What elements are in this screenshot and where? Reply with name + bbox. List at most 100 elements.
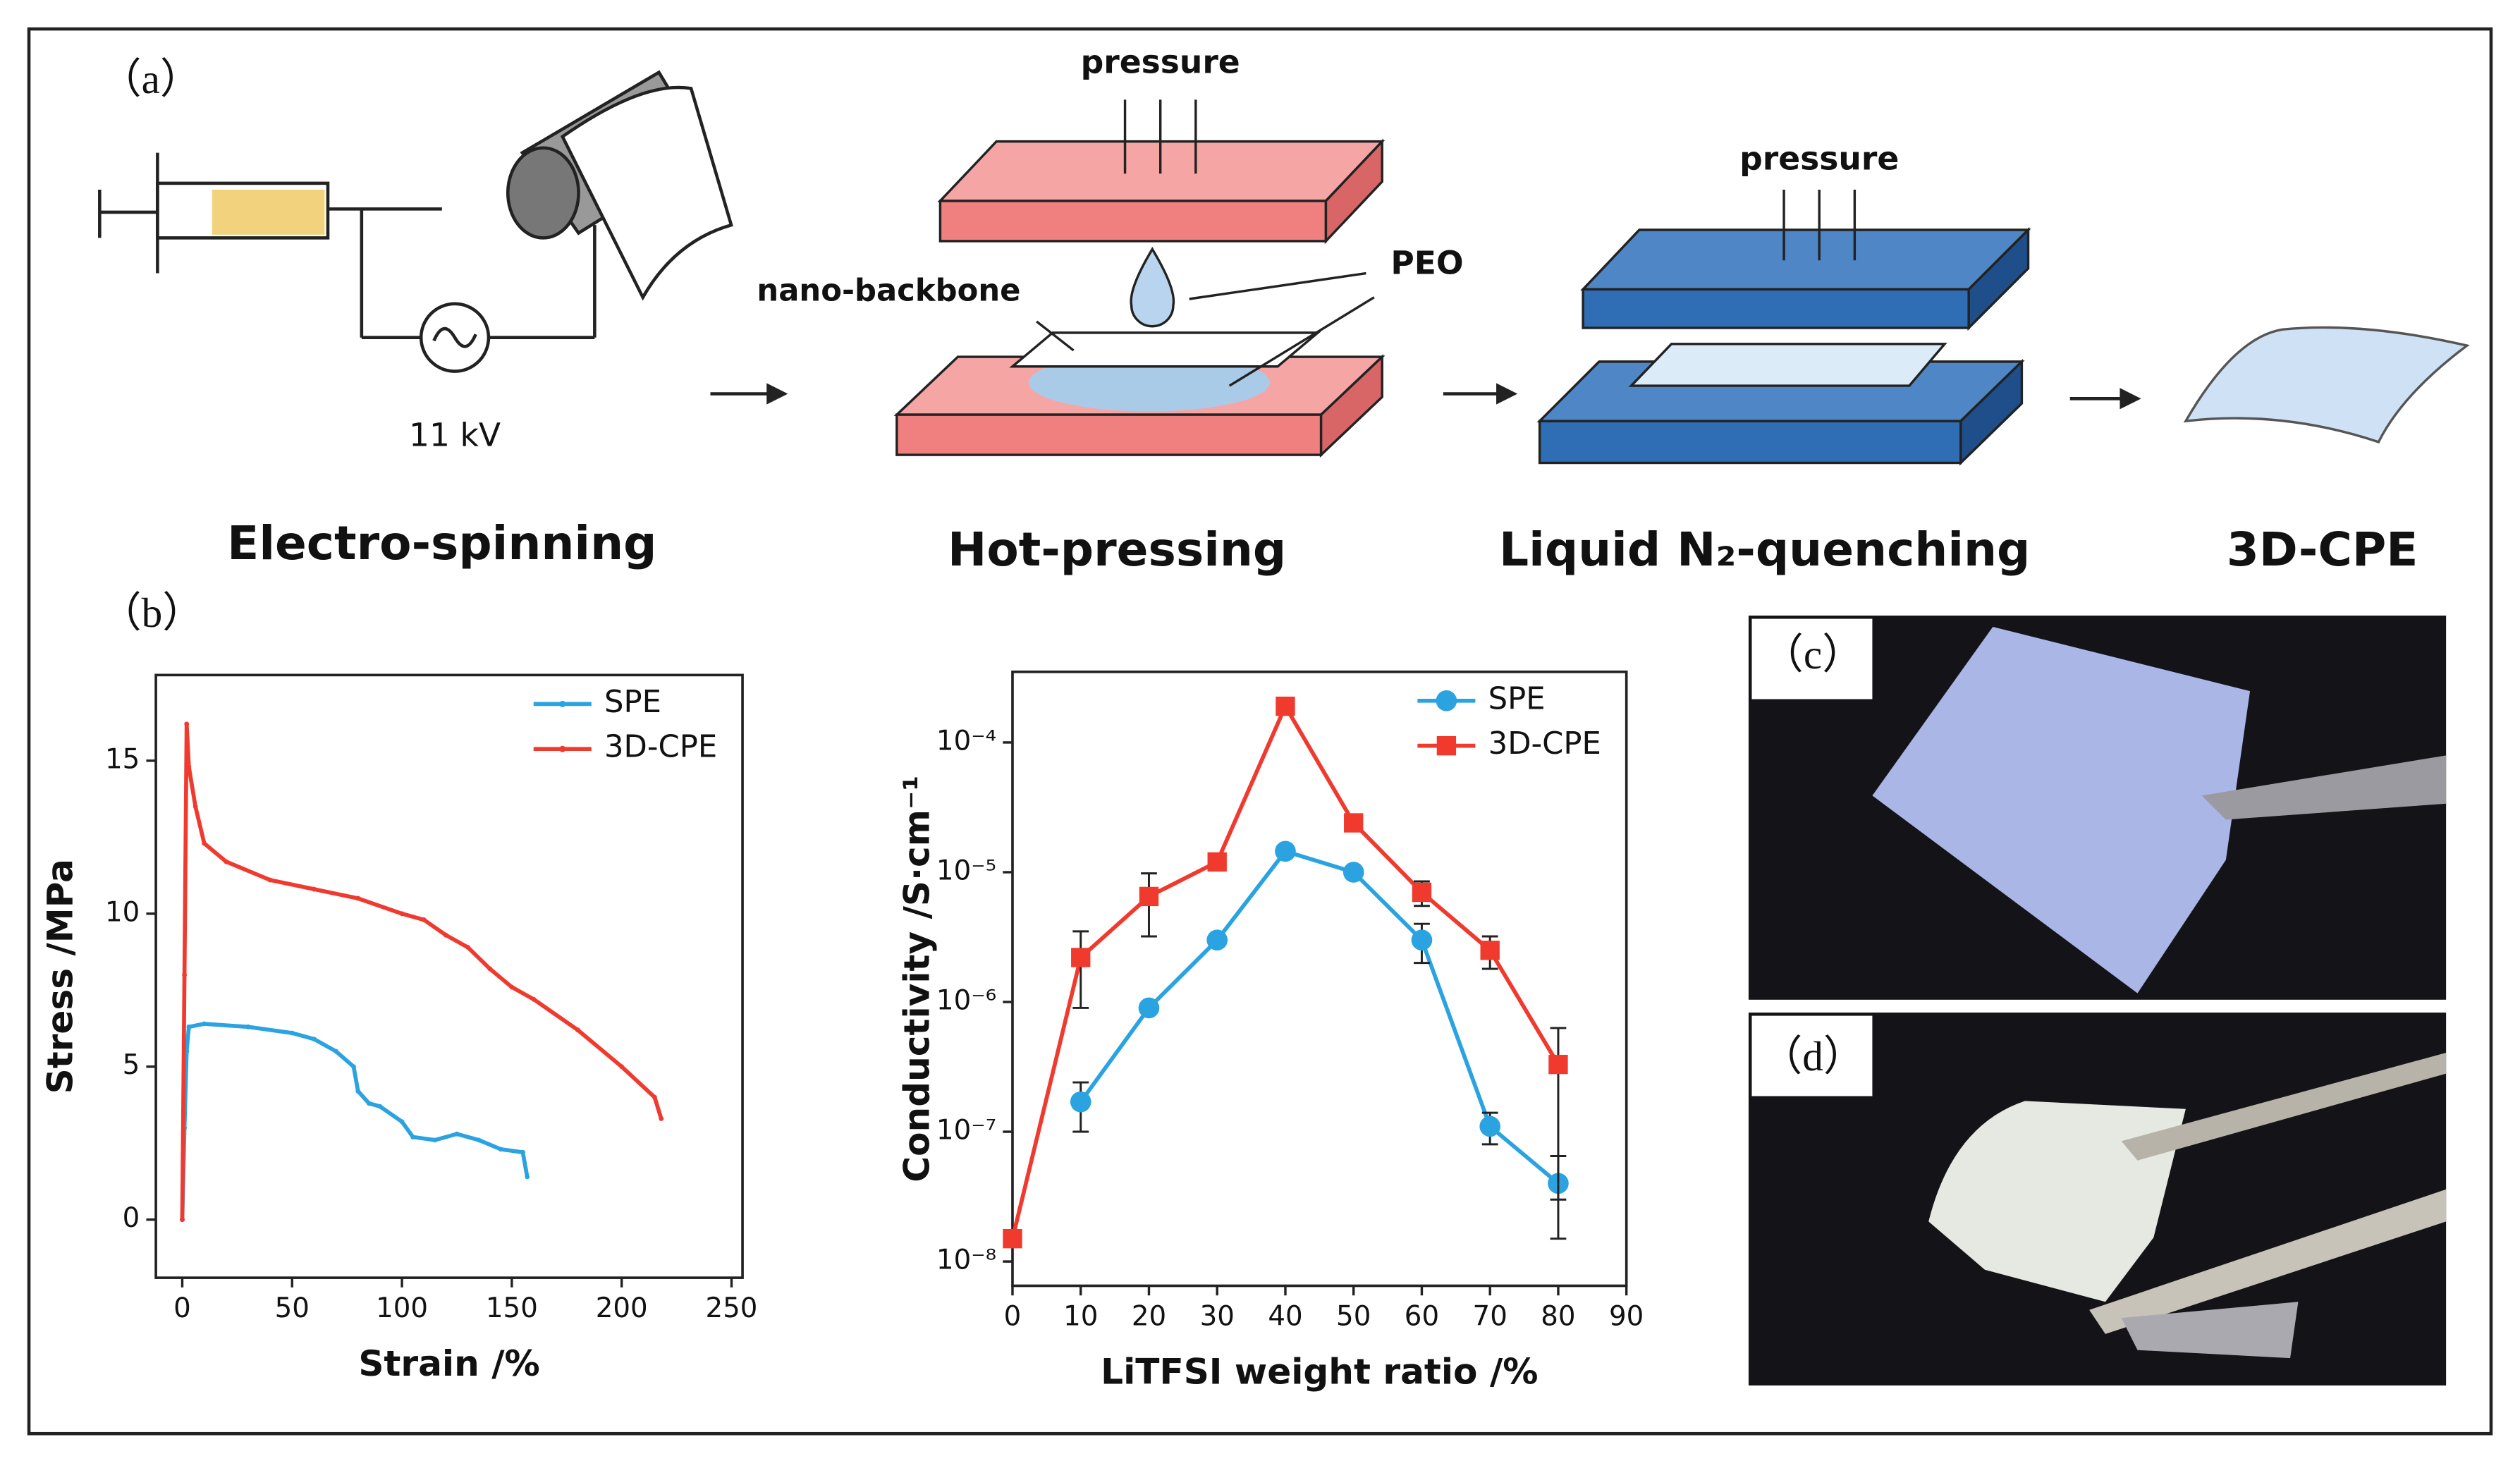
- data-point: [421, 917, 427, 922]
- data-point: [366, 1101, 372, 1106]
- data-point: [410, 1135, 416, 1139]
- data-point: [334, 1049, 339, 1054]
- frame: [27, 27, 2493, 1436]
- series-line: [180, 1022, 530, 1220]
- legend-marker: [1436, 735, 1457, 756]
- nano-backbone-label: nano-backbone: [757, 273, 1020, 308]
- data-point: [454, 1131, 460, 1137]
- x-tick-label: 100: [376, 1292, 428, 1324]
- data-point: [520, 1149, 525, 1155]
- data-point: [312, 1037, 317, 1042]
- data-point: [1003, 1228, 1022, 1249]
- pressure-label: pressure: [1739, 140, 1899, 177]
- x-tick-label: 150: [486, 1292, 538, 1324]
- y-tick-label: 5: [123, 1049, 140, 1081]
- arrows: [710, 383, 2141, 410]
- photo-c: （c）: [1748, 616, 2447, 1000]
- data-point: [289, 1030, 295, 1036]
- series-line: [180, 723, 663, 1220]
- x-tick-label: 80: [1541, 1301, 1575, 1333]
- x-tick-label: 50: [1336, 1301, 1371, 1333]
- data-point: [1276, 696, 1295, 716]
- data-point: [399, 1119, 405, 1125]
- x-axis-label: LiTFSI weight ratio /%: [1101, 1350, 1538, 1392]
- x-tick-label: 200: [596, 1292, 648, 1324]
- x-tick-label: 90: [1609, 1301, 1644, 1333]
- data-point: [509, 984, 515, 990]
- data-point: [1548, 1054, 1568, 1075]
- data-point: [1070, 1091, 1091, 1113]
- y-tick-label: 15: [105, 743, 140, 775]
- data-point: [192, 804, 198, 809]
- data-point: [443, 932, 448, 938]
- pressure-label: pressure: [1081, 44, 1240, 81]
- stage-label: Hot-pressing: [948, 522, 1286, 577]
- peo-label: PEO: [1390, 245, 1463, 282]
- data-point: [355, 895, 361, 901]
- data-point: [1139, 886, 1159, 907]
- data-point: [224, 859, 229, 864]
- data-point: [531, 996, 537, 1002]
- legend-marker: [559, 700, 566, 707]
- data-point: [245, 1024, 251, 1029]
- data-point: [1138, 997, 1160, 1019]
- data-point: [1207, 852, 1227, 872]
- x-tick-label: 0: [173, 1292, 191, 1324]
- data-point: [182, 972, 188, 977]
- data-point: [476, 1137, 482, 1143]
- data-point: [1344, 813, 1364, 833]
- photo-d: （d）: [1748, 1013, 2447, 1386]
- data-point: [575, 1027, 580, 1033]
- stage-label: Electro-spinning: [227, 516, 656, 570]
- data-point: [1342, 862, 1364, 883]
- data-point: [659, 1116, 664, 1121]
- x-tick-label: 0: [1004, 1301, 1022, 1333]
- hot-press: [893, 99, 1386, 458]
- legend-label: SPE: [604, 685, 661, 720]
- data-point: [619, 1064, 625, 1070]
- y-axis-label: Stress /MPa: [39, 859, 80, 1094]
- y-axis-label: Conductivity /S·cm⁻¹: [895, 776, 937, 1182]
- data-point: [1480, 941, 1500, 960]
- data-point: [525, 1174, 530, 1180]
- x-tick-label: 20: [1132, 1301, 1166, 1333]
- legend-marker: [559, 745, 566, 752]
- data-point: [377, 1104, 383, 1109]
- data-point: [399, 911, 405, 917]
- panel-label: （c）: [1762, 631, 1864, 678]
- cpe-film: [2183, 326, 2470, 444]
- data-point: [1479, 1115, 1501, 1137]
- data-point: [180, 1217, 185, 1223]
- data-point: [186, 1024, 192, 1029]
- y-tick-label: 10⁻⁵: [936, 855, 996, 886]
- data-point: [432, 1137, 438, 1143]
- data-point: [312, 886, 317, 892]
- data-point: [202, 1021, 207, 1027]
- syringe: [98, 152, 597, 373]
- data-point: [202, 840, 207, 846]
- data-point: [186, 764, 192, 769]
- data-point: [487, 966, 493, 972]
- stage-label: 3D-CPE: [2227, 522, 2418, 577]
- y-tick-label: 0: [123, 1202, 140, 1234]
- panel-label: （d）: [1761, 1033, 1865, 1080]
- series-line: [1010, 702, 1560, 1240]
- data-point: [355, 1089, 361, 1094]
- legend-marker: [1436, 690, 1457, 711]
- x-tick-label: 250: [706, 1292, 758, 1324]
- x-tick-label: 40: [1268, 1301, 1302, 1333]
- data-point: [351, 1064, 356, 1070]
- stage-label: Liquid N₂-quenching: [1499, 522, 2030, 577]
- y-tick-label: 10⁻⁸: [936, 1245, 996, 1276]
- data-point: [184, 721, 190, 727]
- error-bar: [1072, 930, 1089, 1009]
- data-point: [1411, 929, 1433, 951]
- x-tick-label: 30: [1200, 1301, 1235, 1333]
- plot-frame: [154, 673, 744, 1279]
- data-point: [1071, 948, 1091, 967]
- data-point: [1412, 882, 1432, 903]
- legend-label: SPE: [1488, 681, 1546, 716]
- y-tick-label: 10⁻⁶: [936, 985, 996, 1017]
- x-tick-label: 10: [1063, 1301, 1098, 1333]
